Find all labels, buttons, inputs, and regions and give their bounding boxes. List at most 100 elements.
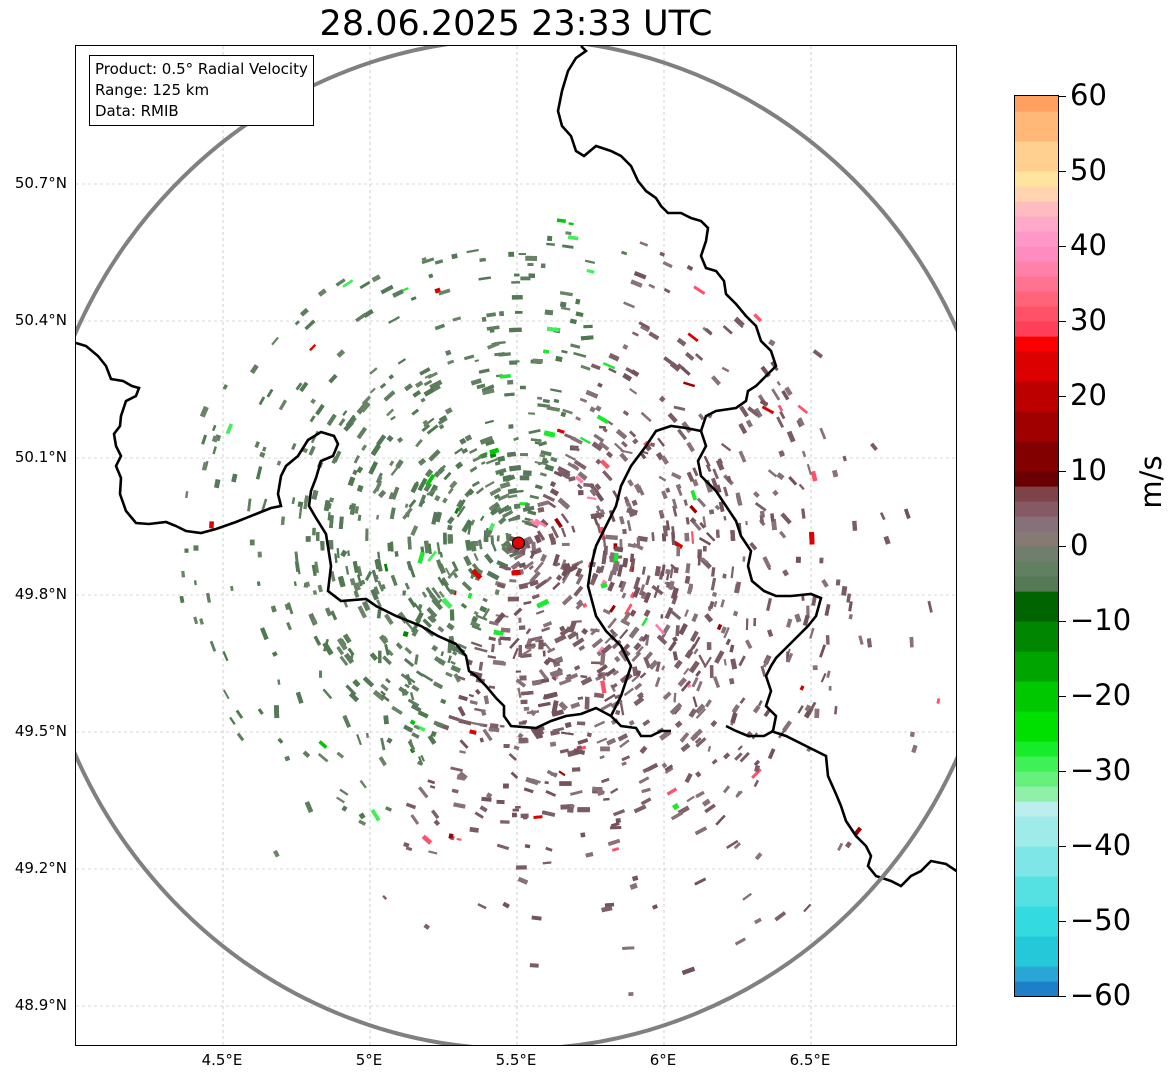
velocity-echo-cell [496, 583, 506, 589]
velocity-echo-cell [352, 582, 358, 592]
velocity-echo-cell [478, 368, 490, 374]
velocity-echo-cell [576, 483, 583, 490]
velocity-echo-cell [411, 684, 420, 692]
velocity-echo-cell [457, 705, 466, 717]
velocity-echo-cell [523, 470, 532, 476]
velocity-echo-cell [619, 739, 630, 748]
velocity-echo-cell [936, 698, 941, 704]
velocity-echo-cell [547, 235, 553, 241]
velocity-echo-cell [618, 580, 624, 589]
velocity-echo-cell [565, 231, 572, 236]
velocity-echo-cell [261, 498, 268, 512]
velocity-echo-cell [463, 354, 475, 361]
colorbar-tick-mark [1059, 396, 1066, 397]
velocity-echo-cell [504, 392, 515, 397]
velocity-echo-cell [482, 388, 495, 395]
velocity-echo-cell [686, 471, 695, 483]
velocity-echo-cell [721, 366, 730, 373]
colorbar-tick-mark [1059, 771, 1066, 772]
velocity-echo-cell [553, 398, 560, 404]
velocity-echo-cell [601, 554, 607, 565]
velocity-echo-cell [523, 601, 532, 605]
velocity-echo-cell [631, 674, 640, 683]
velocity-echo-cell [586, 269, 595, 274]
colorbar-band [1015, 756, 1058, 772]
velocity-echo-cell [555, 356, 563, 362]
velocity-echo-cell [443, 532, 447, 545]
velocity-echoes [179, 218, 941, 997]
velocity-echo-cell [497, 504, 510, 515]
velocity-echo-cell [568, 476, 576, 482]
velocity-echo-cell [518, 617, 522, 623]
lon-tick-label: 6.5°E [789, 1051, 831, 1069]
velocity-echo-cell [413, 481, 419, 489]
velocity-echo-cell [632, 586, 641, 598]
velocity-echo-cell [262, 446, 267, 452]
velocity-echo-cell [421, 424, 431, 432]
velocity-echo-cell [690, 489, 698, 501]
velocity-echo-cell [726, 475, 732, 483]
velocity-echo-cell [910, 731, 915, 738]
colorbar-band [1015, 171, 1058, 187]
velocity-echo-cell [671, 531, 676, 545]
velocity-echo-cell [799, 685, 805, 691]
velocity-echo-cell [302, 750, 311, 758]
velocity-echo-cell [562, 571, 571, 584]
velocity-echo-cell [633, 642, 642, 651]
velocity-echo-cell [518, 562, 526, 569]
velocity-echo-cell [584, 696, 590, 710]
colorbar-band [1015, 246, 1058, 262]
radar-map[interactable] [75, 45, 957, 1046]
velocity-echo-cell [520, 276, 531, 281]
velocity-echo-cell [386, 408, 395, 417]
velocity-echo-cell [524, 502, 530, 508]
velocity-echo-cell [626, 507, 638, 516]
velocity-echo-cell [561, 570, 570, 582]
velocity-echo-cell [640, 797, 652, 806]
velocity-echo-cell [909, 636, 914, 648]
velocity-echo-cell [606, 737, 617, 746]
velocity-echo-cell [832, 469, 839, 478]
velocity-echo-cell [927, 600, 933, 613]
velocity-echo-cell [523, 539, 531, 549]
velocity-echo-cell [405, 802, 417, 810]
velocity-echo-cell [600, 582, 608, 589]
velocity-echo-cell [342, 714, 352, 729]
colorbar-band [1015, 501, 1058, 517]
velocity-echo-cell [577, 696, 584, 700]
velocity-echo-cell [255, 466, 263, 480]
velocity-echo-cell [460, 602, 468, 609]
velocity-echo-cell [638, 776, 650, 785]
velocity-echo-cell [706, 642, 712, 650]
velocity-echo-cell [738, 423, 748, 435]
velocity-echo-cell [517, 876, 529, 885]
velocity-echo-cell [440, 651, 445, 657]
velocity-echo-cell [552, 727, 565, 733]
velocity-echo-cell [524, 844, 531, 849]
velocity-echo-cell [541, 457, 548, 463]
velocity-echo-cell [287, 602, 294, 615]
velocity-echo-cell [621, 761, 627, 766]
velocity-echo-cell [436, 542, 441, 555]
velocity-echo-cell [499, 518, 506, 525]
velocity-echo-cell [486, 570, 500, 581]
velocity-echo-cell [623, 496, 629, 502]
velocity-echo-cell [474, 811, 484, 819]
velocity-echo-cell [715, 459, 725, 471]
velocity-echo-cell [552, 553, 560, 567]
velocity-echo-cell [576, 745, 582, 750]
velocity-echo-cell [633, 696, 645, 707]
velocity-echo-cell [570, 701, 581, 709]
velocity-echo-cell [477, 903, 487, 910]
velocity-echo-cell [808, 701, 817, 713]
velocity-echo-cell [609, 631, 619, 641]
velocity-echo-cell [543, 349, 550, 354]
velocity-echo-cell [590, 363, 601, 371]
velocity-echo-cell [311, 489, 319, 500]
velocity-echo-cell [421, 257, 427, 263]
velocity-echo-cell [684, 575, 691, 584]
velocity-echo-cell [752, 705, 761, 714]
velocity-echo-cell [686, 795, 695, 803]
velocity-echo-cell [330, 610, 338, 621]
velocity-echo-cell [470, 641, 483, 648]
